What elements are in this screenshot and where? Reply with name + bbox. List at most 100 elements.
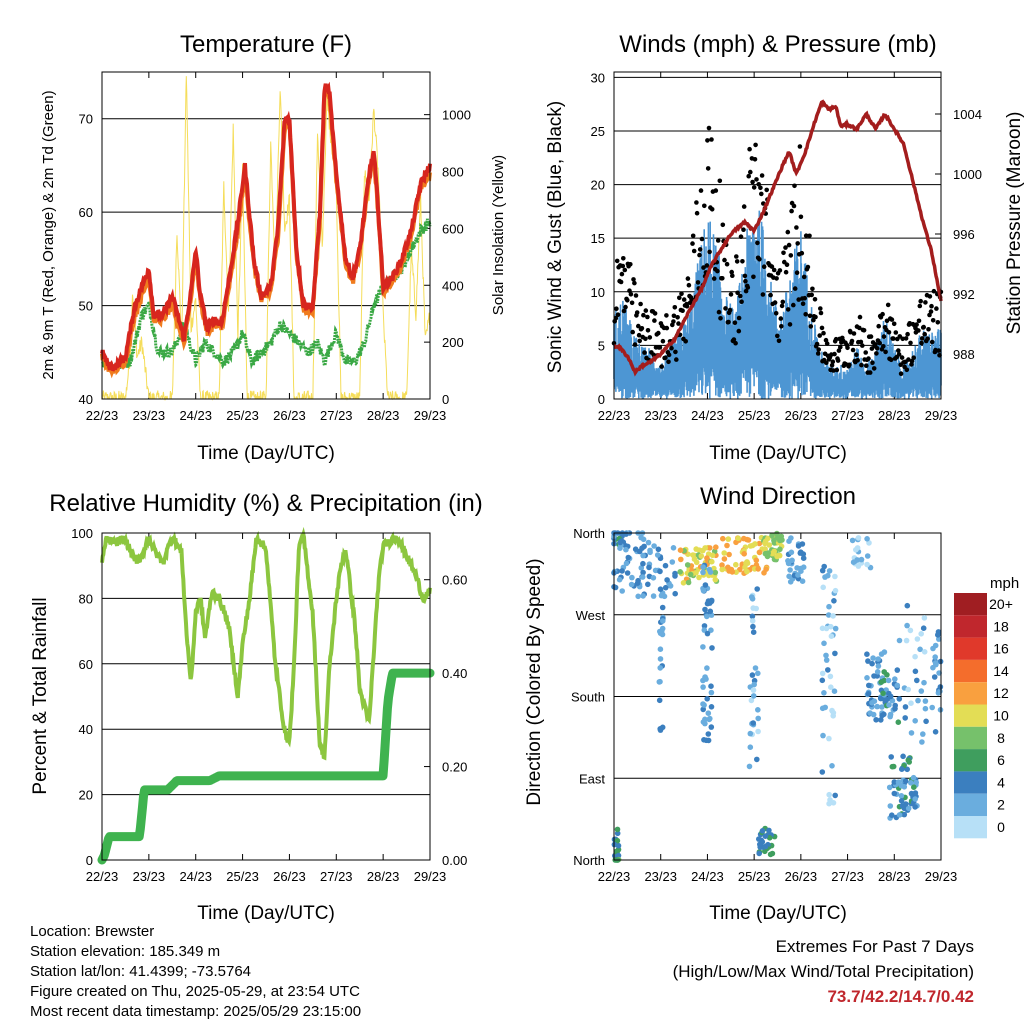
gust-point xyxy=(774,276,779,281)
direction-point xyxy=(832,625,839,632)
gust-point xyxy=(866,356,871,361)
direction-point xyxy=(747,543,754,549)
direction-point xyxy=(901,811,908,818)
gust-point xyxy=(666,359,671,365)
gust-point xyxy=(740,259,745,264)
y-right-tick-label: 1000 xyxy=(953,167,982,182)
gust-point xyxy=(911,355,916,361)
y-tick-label: 5 xyxy=(598,338,605,353)
direction-point xyxy=(750,629,757,635)
solar-insolation-line xyxy=(101,76,431,401)
gust-point xyxy=(773,311,779,316)
colorbar-swatch xyxy=(954,593,987,616)
winds-title: Winds (mph) & Pressure (mb) xyxy=(619,31,936,58)
gust-point xyxy=(736,315,742,321)
gust-point xyxy=(847,362,852,368)
direction-point xyxy=(878,717,884,723)
gust-point xyxy=(715,238,721,243)
gust-point xyxy=(717,178,723,184)
winds-panel: Winds (mph) & Pressure (mb) Time (Day/UT… xyxy=(545,31,1024,464)
direction-point xyxy=(830,613,836,619)
direction-point xyxy=(751,681,757,688)
direction-point xyxy=(702,606,708,613)
direction-point xyxy=(619,568,625,574)
y-right-tick-label: 800 xyxy=(442,165,464,180)
x-tick-label: 28/23 xyxy=(878,869,911,884)
direction-point xyxy=(921,615,928,621)
gust-point xyxy=(936,348,941,353)
gust-point xyxy=(631,277,636,282)
gust-point xyxy=(630,329,635,335)
direction-point xyxy=(700,587,707,594)
direction-point xyxy=(707,608,714,615)
direction-point xyxy=(706,716,712,723)
direction-point xyxy=(657,665,663,671)
colorbar-swatch xyxy=(954,793,987,816)
direction-point xyxy=(932,654,938,660)
direction-point xyxy=(647,549,653,556)
gust-point xyxy=(761,264,767,270)
direction-point xyxy=(887,803,894,809)
extremes-values: 73.7/42.2/14.7/0.42 xyxy=(827,987,974,1006)
x-tick-label: 26/23 xyxy=(273,869,306,884)
direction-point xyxy=(752,541,758,547)
x-tick-label: 24/23 xyxy=(691,869,724,884)
gust-point xyxy=(919,336,925,341)
direction-point xyxy=(935,632,941,638)
direction-point xyxy=(629,574,635,581)
gust-point xyxy=(672,305,678,310)
direction-point xyxy=(755,670,761,677)
gust-point xyxy=(819,325,825,331)
direction-point xyxy=(915,697,921,704)
direction-point xyxy=(755,566,761,572)
precipitation-line xyxy=(97,668,435,865)
gust-point xyxy=(926,327,931,332)
colorbar-label: 6 xyxy=(997,752,1005,768)
y-tick-label: 20 xyxy=(591,178,605,193)
station-pressure-line xyxy=(613,99,943,377)
direction-point xyxy=(899,766,905,772)
gust-point xyxy=(722,257,727,263)
direction-panel: Wind Direction Time (Day/UTC) Direction … xyxy=(524,483,1019,924)
gust-point xyxy=(742,273,748,279)
direction-point xyxy=(749,618,756,624)
direction-point xyxy=(896,812,903,818)
gust-point xyxy=(628,262,633,267)
gust-point xyxy=(891,321,897,327)
direction-point xyxy=(832,573,838,580)
gust-point xyxy=(704,263,710,268)
gust-point xyxy=(832,351,837,357)
gust-point xyxy=(857,325,862,331)
direction-point xyxy=(858,556,865,563)
gust-point xyxy=(817,333,822,338)
direction-point xyxy=(870,655,876,661)
temperature-title: Temperature (F) xyxy=(180,31,352,58)
gust-point xyxy=(614,306,619,312)
y-tick-label: 70 xyxy=(79,112,93,127)
y-right-tick-label: 992 xyxy=(953,287,975,302)
gust-point xyxy=(623,304,628,310)
gust-point xyxy=(873,342,878,347)
direction-point xyxy=(708,683,714,689)
direction-ylabel: Direction (Colored By Speed) xyxy=(524,558,545,805)
gust-point xyxy=(750,179,755,185)
direction-point xyxy=(870,711,877,718)
direction-point xyxy=(922,705,929,712)
direction-point xyxy=(866,682,872,689)
elevation-text: Station elevation: 185.349 m xyxy=(30,943,221,960)
direction-point xyxy=(908,730,915,736)
direction-point xyxy=(900,753,906,760)
extremes-subtitle: (High/Low/Max Wind/Total Precipitation) xyxy=(672,962,974,981)
gust-point xyxy=(734,254,739,259)
gust-point xyxy=(775,333,780,339)
gust-point xyxy=(931,288,937,294)
direction-point xyxy=(932,729,939,735)
x-tick-label: 22/23 xyxy=(598,869,631,884)
direction-point xyxy=(886,784,893,791)
direction-point xyxy=(904,766,910,773)
colorbar-swatch xyxy=(954,704,987,727)
direction-point xyxy=(825,612,832,618)
x-tick-label: 27/23 xyxy=(320,869,353,884)
gust-point xyxy=(733,340,738,346)
direction-point xyxy=(712,569,719,576)
